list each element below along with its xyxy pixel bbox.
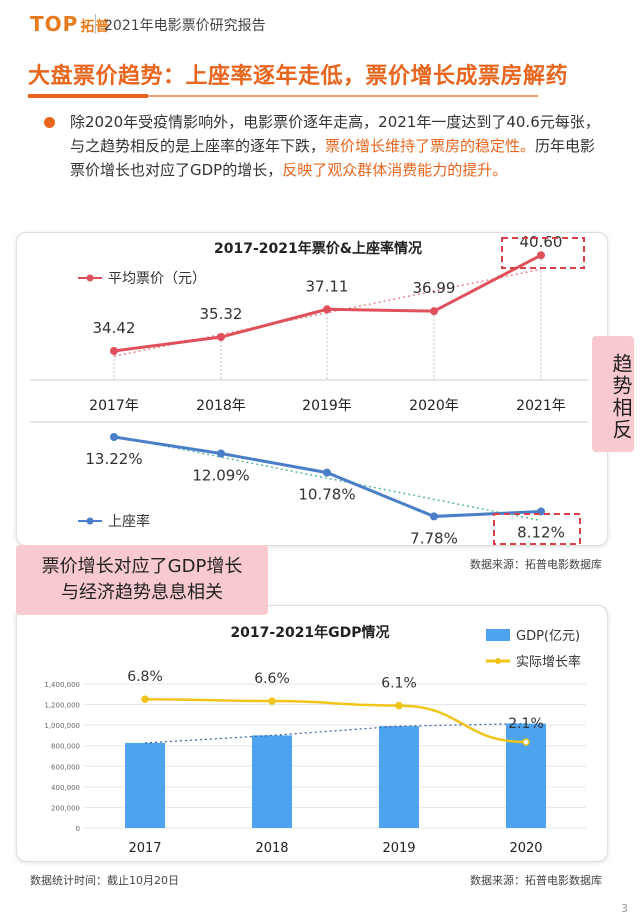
para-part-1: 除2020年受疫情影响外，电影票价逐年走高，2021年一度达到了40.6元每张，… bbox=[70, 113, 600, 155]
x-tick-label: 2020年 bbox=[409, 398, 459, 414]
price-data-label: 37.11 bbox=[306, 277, 349, 295]
legend-occupancy: 上座率 bbox=[78, 513, 150, 530]
heading-underline bbox=[28, 95, 538, 97]
stat-time-note: 数据统计时间：截止10月20日 bbox=[30, 874, 179, 887]
pink-tag-line2: 与经济趋势息息相关 bbox=[61, 582, 223, 603]
chart2-title: 2017-2021年GDP情况 bbox=[230, 624, 389, 641]
x-tick-label: 2018年 bbox=[196, 398, 246, 414]
page-heading: 大盘票价趋势：上座率逐年走低，票价增长成票房解药 bbox=[28, 64, 569, 89]
x-tick-label: 2021年 bbox=[516, 398, 566, 414]
x-tick-label: 2019 bbox=[382, 841, 415, 856]
price-point bbox=[217, 333, 225, 342]
side-tag-opposite-trend: 趋势相反 bbox=[592, 336, 634, 452]
occupancy-point bbox=[217, 449, 225, 458]
para-part-3: 历年电影票价增长也对应了GDP的增长， bbox=[70, 137, 596, 179]
legend-gdp: GDP(亿元) bbox=[486, 629, 580, 644]
occupancy-point bbox=[323, 468, 331, 477]
logo-zh: 拓普 bbox=[80, 19, 110, 35]
source-note-2: 数据来源：拓普电影数据库 bbox=[470, 874, 602, 887]
growth-point bbox=[141, 695, 149, 703]
growth-data-label: 6.1% bbox=[381, 676, 417, 692]
bullet-dot-icon bbox=[44, 117, 55, 128]
legend-growth: 实际增长率 bbox=[486, 654, 581, 670]
report-title: 2021年电影票价研究报告 bbox=[104, 18, 266, 34]
brand-logo: TOP拓普 bbox=[30, 12, 110, 36]
highlight-box-price bbox=[501, 237, 585, 269]
growth-data-label: 6.8% bbox=[127, 669, 163, 685]
legend-growth-label: 实际增长率 bbox=[516, 654, 581, 670]
growth-data-label: 2.1% bbox=[508, 716, 544, 732]
gdp-bar bbox=[125, 742, 165, 828]
para-part-4-highlight: 反映了观众群体消费能力的提升。 bbox=[282, 161, 508, 179]
y-tick-label: 0 bbox=[76, 825, 80, 833]
occupancy-data-label: 7.78% bbox=[410, 529, 458, 547]
price-point bbox=[537, 251, 545, 260]
occupancy-data-label: 13.22% bbox=[85, 450, 142, 468]
y-tick-label: 1,400,000 bbox=[44, 681, 80, 689]
x-tick-label: 2017年 bbox=[89, 398, 139, 414]
para-part-2-highlight: 票价增长维持了票房的稳定性。 bbox=[325, 137, 536, 155]
y-tick-label: 200,000 bbox=[51, 804, 80, 812]
legend-price-label: 平均票价（元） bbox=[108, 271, 206, 287]
heading-underline-mark bbox=[28, 94, 148, 98]
growth-data-label: 6.6% bbox=[254, 671, 290, 687]
x-tick-label: 2018 bbox=[255, 841, 288, 856]
price-point bbox=[430, 307, 438, 316]
x-tick-label: 2020 bbox=[509, 841, 542, 856]
pink-tag-line1: 票价增长对应了GDP增长 bbox=[41, 556, 243, 577]
growth-point bbox=[395, 701, 403, 710]
gdp-trendline bbox=[144, 723, 527, 744]
y-tick-label: 600,000 bbox=[51, 763, 80, 771]
growth-point bbox=[268, 697, 276, 705]
y-tick-label: 1,000,000 bbox=[44, 722, 80, 730]
occupancy-data-label: 10.78% bbox=[298, 486, 355, 504]
highlight-box-occupancy bbox=[493, 513, 581, 545]
growth-series-line bbox=[144, 697, 527, 744]
page-number: 3 bbox=[621, 902, 628, 915]
occupancy-data-label: 12.09% bbox=[192, 466, 249, 484]
summary-paragraph: 除2020年受疫情影响外，电影票价逐年走高，2021年一度达到了40.6元每张，… bbox=[70, 110, 610, 182]
chart1-title: 2017-2021年票价&上座率情况 bbox=[214, 240, 422, 257]
price-point bbox=[110, 346, 118, 355]
price-data-label: 34.42 bbox=[93, 319, 136, 337]
legend-gdp-label: GDP(亿元) bbox=[516, 629, 580, 644]
header-divider bbox=[95, 14, 96, 34]
source-note-1: 数据来源：拓普电影数据库 bbox=[470, 558, 602, 571]
x-tick-label: 2017 bbox=[128, 841, 161, 856]
x-tick-label: 2019年 bbox=[302, 398, 352, 414]
occupancy-point bbox=[430, 512, 438, 521]
logo-text: TOP bbox=[30, 12, 79, 36]
gdp-bar bbox=[379, 726, 419, 828]
price-data-label: 40.60 bbox=[520, 233, 563, 251]
price-data-label: 36.99 bbox=[413, 279, 456, 297]
pink-tag-gdp: 票价增长对应了GDP增长 与经济趋势息息相关 bbox=[16, 545, 268, 615]
price-data-label: 35.32 bbox=[200, 305, 243, 323]
y-tick-label: 800,000 bbox=[51, 743, 80, 751]
growth-point bbox=[522, 738, 530, 746]
legend-occupancy-label: 上座率 bbox=[108, 513, 150, 530]
occupancy-data-label: 8.12% bbox=[517, 523, 565, 541]
occupancy-point bbox=[110, 433, 118, 441]
legend-price: 平均票价（元） bbox=[78, 271, 206, 287]
gdp-bar bbox=[252, 735, 292, 828]
price-occupancy-card bbox=[16, 232, 608, 546]
price-point bbox=[323, 305, 331, 314]
y-tick-label: 400,000 bbox=[51, 784, 80, 792]
y-tick-label: 1,200,000 bbox=[44, 702, 80, 710]
